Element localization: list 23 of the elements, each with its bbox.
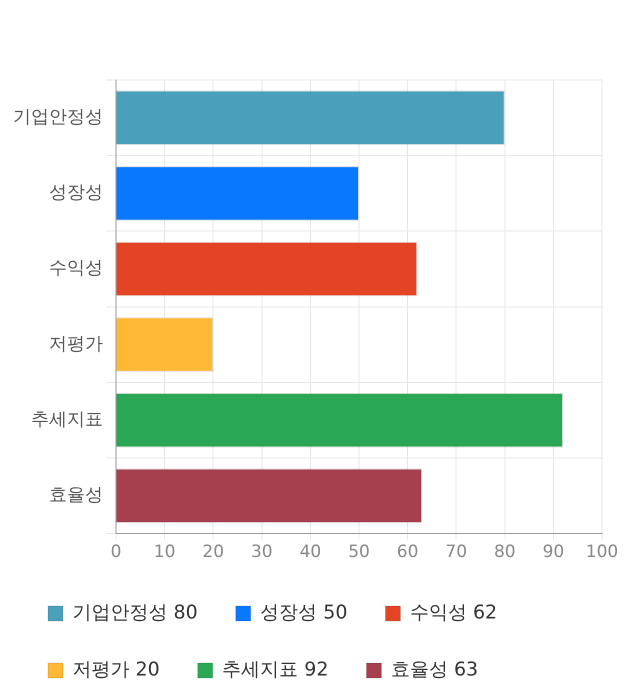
y-tick-label: 저평가 (49, 333, 103, 354)
x-tick-label: 70 (445, 542, 468, 562)
x-tick-label: 30 (250, 542, 273, 562)
y-tick-label: 추세지표 (31, 408, 103, 430)
x-tick-label: 50 (348, 542, 370, 562)
x-tick-label: 20 (202, 542, 224, 562)
legend-label: 성장성 50 (260, 601, 348, 624)
x-tick-label: 40 (300, 542, 322, 562)
legend-label: 효율성 63 (390, 658, 478, 680)
y-tick-label: 수익성 (49, 258, 103, 279)
x-tick-label: 90 (542, 542, 564, 562)
legend-label: 추세지표 92 (222, 658, 328, 680)
y-tick-label: 효율성 (49, 484, 103, 506)
legend-label: 저평가 20 (72, 658, 160, 680)
legend-label: 기업안정성 80 (72, 601, 198, 624)
x-tick-label: 0 (110, 542, 122, 562)
x-tick-label: 10 (154, 542, 176, 562)
x-tick-label: 60 (396, 542, 418, 562)
y-tick-label: 기업안정성 (13, 106, 103, 128)
legend-label: 수익성 62 (410, 601, 498, 624)
x-tick-label: 100 (586, 542, 618, 562)
y-tick-label: 성장성 (49, 182, 103, 204)
x-tick-label: 80 (494, 542, 516, 562)
